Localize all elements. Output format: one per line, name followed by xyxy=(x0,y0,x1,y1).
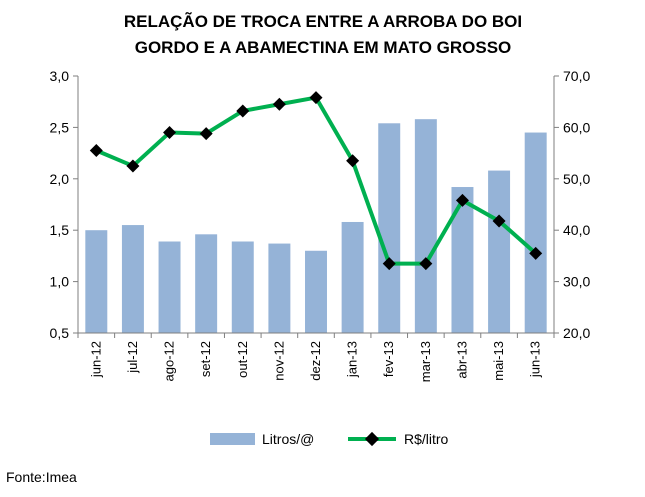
marker-set-12 xyxy=(199,127,213,141)
x-tick-label: mar-13 xyxy=(418,341,433,382)
bar-dez-12 xyxy=(305,250,327,333)
y-right-tick-label: 70,0 xyxy=(563,68,590,84)
bar-mar-13 xyxy=(414,119,437,334)
marker-abr-13 xyxy=(455,193,469,207)
y-left-tick-label: 3,0 xyxy=(50,68,70,84)
bar-abr-13 xyxy=(451,187,474,333)
marker-fev-13 xyxy=(382,257,396,271)
y-left-tick-label: 2,5 xyxy=(50,119,70,135)
marker-jun-12 xyxy=(89,144,103,158)
chart-title: RELAÇÃO DE TROCA ENTRE A ARROBA DO BOI G… xyxy=(124,11,522,57)
chart-title-line-1: RELAÇÃO DE TROCA ENTRE A ARROBA DO BOI xyxy=(124,11,522,31)
legend-line-label: R$/litro xyxy=(404,431,449,447)
x-tick-label: nov-12 xyxy=(271,341,286,381)
bar-ago-12 xyxy=(158,241,181,333)
bar-mai-13 xyxy=(488,170,511,333)
x-tick-label: fev-13 xyxy=(381,341,396,377)
y-right-tick-label: 50,0 xyxy=(563,171,590,187)
bar-jun-12 xyxy=(85,230,108,333)
bar-nov-12 xyxy=(268,243,291,333)
marker-mar-13 xyxy=(419,257,433,271)
marker-ago-12 xyxy=(163,126,177,140)
legend-bar-swatch xyxy=(210,433,255,445)
marker-out-12 xyxy=(236,104,250,118)
bar-jul-12 xyxy=(121,225,144,333)
x-tick-label: abr-13 xyxy=(454,341,469,379)
bar-out-12 xyxy=(231,241,254,333)
bar-jan-13 xyxy=(341,221,364,333)
marker-mai-13 xyxy=(492,214,506,228)
y-right-tick-label: 20,0 xyxy=(563,325,590,341)
marker-jan-13 xyxy=(346,154,360,168)
x-tick-label: jun-12 xyxy=(88,341,103,378)
source-note: Fonte:Imea xyxy=(6,469,77,485)
marker-nov-12 xyxy=(272,97,286,111)
legend: Litros/@ R$/litro xyxy=(210,431,449,447)
marker-dez-12 xyxy=(309,91,323,105)
y-left-tick-label: 1,5 xyxy=(50,222,70,238)
x-tick-label: jan-13 xyxy=(345,341,360,378)
y-left-tick-label: 1,0 xyxy=(50,274,70,290)
x-tick-label: ago-12 xyxy=(162,341,177,381)
legend-bar-label: Litros/@ xyxy=(262,431,314,447)
y-right-tick-label: 30,0 xyxy=(563,274,590,290)
marker-jul-12 xyxy=(126,159,140,173)
bar-jun-13 xyxy=(524,132,547,333)
legend-line-marker xyxy=(364,431,380,447)
x-tick-label: dez-12 xyxy=(308,341,323,381)
x-tick-label: set-12 xyxy=(198,341,213,377)
x-tick-label: mai-13 xyxy=(491,341,506,381)
y-right-tick-label: 60,0 xyxy=(563,119,590,135)
y-left-tick-label: 0,5 xyxy=(50,325,70,341)
chart-title-line-2: GORDO E A ABAMECTINA EM MATO GROSSO xyxy=(135,38,512,57)
y-left-tick-label: 2,0 xyxy=(50,171,70,187)
x-tick-label: out-12 xyxy=(235,341,250,378)
bar-set-12 xyxy=(195,234,218,333)
y-right-tick-label: 40,0 xyxy=(563,222,590,238)
x-tick-label: jun-13 xyxy=(528,341,543,378)
plot-area: 0,5 1,0 1,5 2,0 2,5 3,0 20,0 30,0 40,0 50,0 60,0 70… xyxy=(50,68,591,382)
bar-fev-13 xyxy=(378,123,401,334)
x-tick-label: jul-12 xyxy=(125,341,140,374)
marker-jun-13 xyxy=(529,246,543,260)
